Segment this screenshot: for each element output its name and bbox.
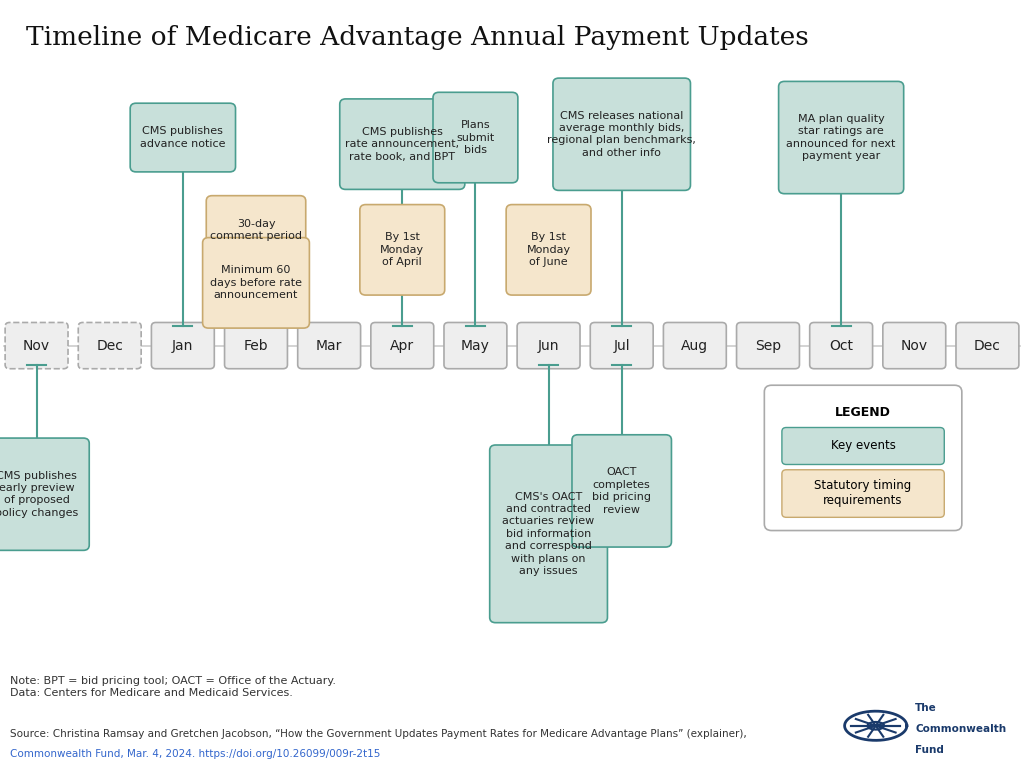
FancyBboxPatch shape (517, 323, 580, 369)
FancyBboxPatch shape (764, 386, 962, 531)
Text: Feb: Feb (244, 339, 268, 353)
Text: Jan: Jan (172, 339, 194, 353)
Text: Nov: Nov (23, 339, 50, 353)
Text: Aug: Aug (681, 339, 709, 353)
FancyBboxPatch shape (152, 323, 214, 369)
FancyBboxPatch shape (736, 323, 800, 369)
FancyBboxPatch shape (506, 204, 591, 295)
Text: The: The (915, 703, 937, 713)
Text: CMS's OACT
and contracted
actuaries review
bid information
and correspond
with p: CMS's OACT and contracted actuaries revi… (503, 492, 595, 576)
Text: Fund: Fund (915, 745, 944, 755)
Text: OACT
completes
bid pricing
review: OACT completes bid pricing review (592, 467, 651, 515)
Text: MA plan quality
star ratings are
announced for next
payment year: MA plan quality star ratings are announc… (786, 114, 896, 161)
Text: May: May (461, 339, 489, 353)
Text: By 1st
Monday
of April: By 1st Monday of April (380, 233, 424, 267)
FancyBboxPatch shape (5, 323, 68, 369)
FancyBboxPatch shape (359, 204, 444, 295)
Text: Dec: Dec (974, 339, 1000, 353)
FancyBboxPatch shape (590, 323, 653, 369)
FancyBboxPatch shape (224, 323, 288, 369)
FancyBboxPatch shape (782, 470, 944, 518)
FancyBboxPatch shape (553, 78, 690, 190)
FancyBboxPatch shape (298, 323, 360, 369)
FancyBboxPatch shape (810, 323, 872, 369)
FancyBboxPatch shape (572, 435, 672, 547)
Text: CMS publishes
advance notice: CMS publishes advance notice (140, 127, 225, 149)
Text: LEGEND: LEGEND (836, 406, 891, 419)
Text: Timeline of Medicare Advantage Annual Payment Updates: Timeline of Medicare Advantage Annual Pa… (26, 25, 808, 50)
FancyBboxPatch shape (883, 323, 946, 369)
Text: Jun: Jun (538, 339, 559, 353)
Text: Apr: Apr (390, 339, 415, 353)
FancyBboxPatch shape (489, 445, 607, 623)
Text: Minimum 60
days before rate
announcement: Minimum 60 days before rate announcement (210, 266, 302, 300)
FancyBboxPatch shape (130, 103, 236, 172)
Text: Oct: Oct (829, 339, 853, 353)
Text: Key events: Key events (830, 439, 896, 452)
FancyBboxPatch shape (203, 237, 309, 328)
FancyBboxPatch shape (444, 323, 507, 369)
FancyBboxPatch shape (206, 196, 306, 264)
FancyBboxPatch shape (778, 81, 903, 194)
Text: By 1st
Monday
of June: By 1st Monday of June (526, 233, 570, 267)
FancyBboxPatch shape (664, 323, 726, 369)
Text: CMS publishes
early preview
of proposed
policy changes: CMS publishes early preview of proposed … (0, 471, 78, 518)
Text: CMS releases national
average monthly bids,
regional plan benchmarks,
and other : CMS releases national average monthly bi… (547, 111, 696, 158)
Text: Nov: Nov (901, 339, 928, 353)
Text: Jul: Jul (613, 339, 630, 353)
FancyBboxPatch shape (340, 99, 465, 190)
FancyBboxPatch shape (371, 323, 434, 369)
FancyBboxPatch shape (78, 323, 141, 369)
Text: Plans
submit
bids: Plans submit bids (457, 120, 495, 155)
Text: 30-day
comment period: 30-day comment period (210, 219, 302, 241)
Text: Sep: Sep (755, 339, 781, 353)
Text: Commonwealth: Commonwealth (915, 724, 1007, 734)
Text: Statutory timing
requirements: Statutory timing requirements (814, 479, 911, 507)
Text: CMS publishes
rate announcement,
rate book, and BPT: CMS publishes rate announcement, rate bo… (345, 127, 460, 161)
FancyBboxPatch shape (782, 428, 944, 465)
Text: Dec: Dec (96, 339, 123, 353)
Text: Note: BPT = bid pricing tool; OACT = Office of the Actuary.
Data: Centers for Me: Note: BPT = bid pricing tool; OACT = Off… (10, 676, 336, 698)
Text: Source: Christina Ramsay and Gretchen Jacobson, “How the Government Updates Paym: Source: Christina Ramsay and Gretchen Ja… (10, 729, 746, 739)
Text: Commonwealth Fund, Mar. 4, 2024. https://doi.org/10.26099/009r-2t15: Commonwealth Fund, Mar. 4, 2024. https:/… (10, 749, 381, 759)
FancyBboxPatch shape (0, 438, 89, 551)
FancyBboxPatch shape (956, 323, 1019, 369)
Text: Mar: Mar (316, 339, 342, 353)
FancyBboxPatch shape (433, 92, 518, 183)
